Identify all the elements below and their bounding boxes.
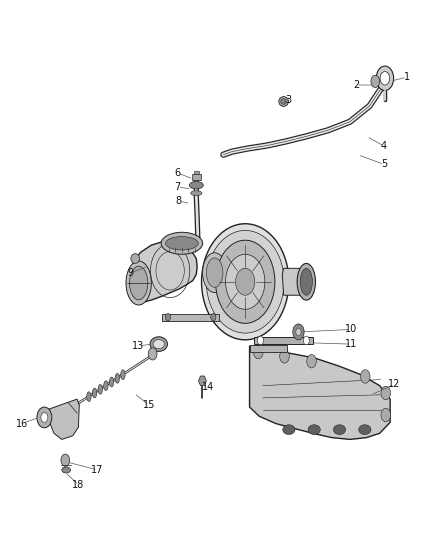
- Text: 8: 8: [176, 196, 182, 206]
- Ellipse shape: [161, 232, 203, 254]
- Circle shape: [37, 407, 52, 428]
- Ellipse shape: [121, 370, 125, 379]
- Text: 18: 18: [72, 480, 85, 490]
- Text: 9: 9: [128, 268, 134, 278]
- Circle shape: [303, 336, 309, 345]
- Polygon shape: [250, 345, 287, 352]
- Polygon shape: [198, 376, 206, 385]
- Ellipse shape: [308, 425, 320, 434]
- Text: 12: 12: [389, 379, 401, 390]
- Circle shape: [61, 454, 70, 466]
- Ellipse shape: [300, 268, 312, 295]
- Circle shape: [280, 350, 289, 363]
- Text: 5: 5: [381, 159, 387, 169]
- Ellipse shape: [189, 182, 203, 189]
- Polygon shape: [49, 399, 79, 439]
- Polygon shape: [131, 242, 197, 303]
- Ellipse shape: [126, 261, 151, 305]
- Circle shape: [236, 268, 255, 295]
- Text: 1: 1: [404, 72, 410, 82]
- Text: 17: 17: [92, 465, 104, 475]
- Ellipse shape: [201, 224, 289, 340]
- Circle shape: [381, 408, 391, 422]
- Ellipse shape: [87, 392, 91, 401]
- Text: 11: 11: [345, 339, 357, 349]
- Ellipse shape: [191, 191, 202, 196]
- Polygon shape: [192, 174, 201, 180]
- Ellipse shape: [206, 230, 284, 333]
- Circle shape: [380, 71, 390, 85]
- Text: 7: 7: [174, 182, 180, 192]
- Circle shape: [148, 348, 157, 360]
- Ellipse shape: [359, 425, 371, 434]
- Text: 3: 3: [285, 95, 291, 104]
- Ellipse shape: [279, 96, 288, 107]
- Ellipse shape: [333, 425, 346, 434]
- Circle shape: [381, 386, 391, 400]
- Circle shape: [41, 413, 48, 422]
- Circle shape: [371, 75, 380, 87]
- Circle shape: [258, 336, 264, 345]
- Text: 6: 6: [174, 168, 180, 178]
- Ellipse shape: [115, 374, 120, 383]
- Ellipse shape: [150, 337, 167, 351]
- Circle shape: [211, 313, 216, 321]
- Circle shape: [215, 240, 275, 324]
- Circle shape: [293, 324, 304, 340]
- Ellipse shape: [206, 258, 223, 287]
- Polygon shape: [162, 313, 219, 321]
- Polygon shape: [250, 346, 390, 439]
- Circle shape: [296, 328, 301, 336]
- Ellipse shape: [283, 425, 295, 434]
- Polygon shape: [194, 171, 199, 174]
- Circle shape: [376, 66, 394, 91]
- Text: 4: 4: [381, 141, 387, 151]
- Polygon shape: [254, 337, 313, 344]
- Ellipse shape: [153, 340, 164, 349]
- Circle shape: [307, 354, 316, 368]
- Ellipse shape: [203, 253, 226, 293]
- Circle shape: [165, 313, 170, 321]
- Text: 16: 16: [15, 418, 28, 429]
- Ellipse shape: [104, 381, 108, 391]
- Circle shape: [360, 370, 370, 383]
- Ellipse shape: [297, 263, 315, 300]
- Ellipse shape: [110, 377, 114, 387]
- Ellipse shape: [166, 237, 198, 250]
- Ellipse shape: [131, 254, 140, 263]
- Ellipse shape: [130, 266, 148, 300]
- Polygon shape: [283, 268, 306, 295]
- Text: 13: 13: [132, 341, 145, 351]
- Circle shape: [226, 254, 265, 309]
- Ellipse shape: [281, 99, 286, 104]
- Text: 2: 2: [353, 80, 360, 90]
- Ellipse shape: [62, 467, 71, 473]
- Circle shape: [254, 345, 263, 359]
- Ellipse shape: [92, 388, 97, 398]
- Text: 15: 15: [143, 400, 155, 410]
- Ellipse shape: [98, 384, 102, 394]
- Text: 14: 14: [202, 382, 214, 392]
- Text: 10: 10: [345, 325, 357, 334]
